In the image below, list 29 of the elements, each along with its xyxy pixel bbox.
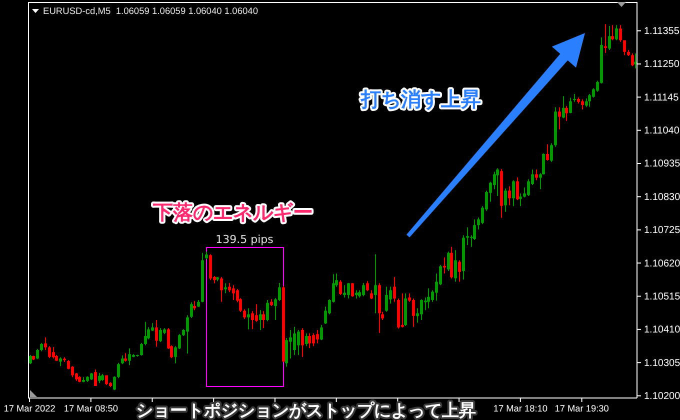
y-tick-label: 1.10305 (644, 358, 680, 369)
y-tick-label: 1.11145 (644, 92, 680, 104)
candlestick (604, 24, 607, 53)
y-tick-label: 1.11040 (644, 126, 680, 137)
candlestick (374, 254, 377, 314)
x-tick-label: 17 Mar 08:50 (64, 404, 118, 414)
y-tick-label: 1.10620 (644, 258, 680, 270)
x-tick-label: 17 Mar 18:10 (493, 404, 548, 414)
candlestick (401, 293, 404, 328)
candlestick (443, 257, 446, 274)
y-tick-label: 1.11250 (644, 59, 680, 70)
candlestick (247, 308, 250, 330)
y-tick-label: 1.10830 (644, 192, 680, 203)
x-tick-label: 17 Mar 19:30 (554, 404, 609, 414)
text: ショートポジションがストップによって上昇 (136, 401, 476, 420)
annotation: 下落のエネルギー (152, 200, 313, 224)
x-tick-label: 17 Mar 2022 (4, 404, 56, 414)
annotation: 打ち消す上昇 (360, 87, 481, 111)
y-tick-label: 1.10935 (644, 158, 680, 170)
y-tick-label: 1.10515 (644, 291, 680, 302)
y-tick-label: 1.10200 (644, 390, 680, 402)
candlestick (519, 194, 522, 206)
chart-title: EURUSD-cd,M5 1.06059 1.06059 1.06040 1.06040 (43, 6, 258, 16)
y-tick-label: 1.10410 (644, 324, 680, 336)
candlestick (466, 227, 469, 246)
annotation: 139.5 pips (216, 233, 274, 246)
candlestick (573, 94, 576, 102)
y-tick-label: 1.11355 (644, 26, 680, 37)
y-tick-label: 1.10725 (644, 225, 680, 236)
